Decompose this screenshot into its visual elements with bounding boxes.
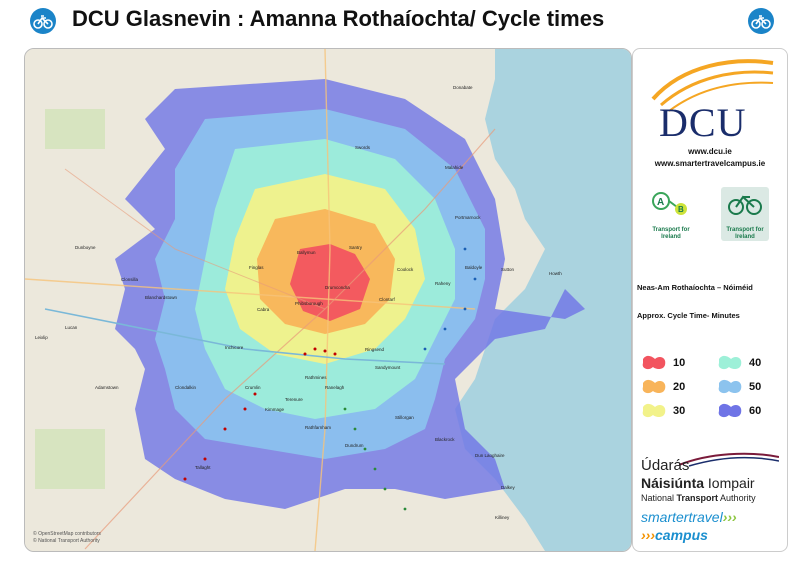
smartertravel-url[interactable]: www.smartertravelcampus.ie xyxy=(654,159,766,168)
map-label: Coolock xyxy=(397,267,414,272)
svg-text:A: A xyxy=(657,197,664,208)
map-label: Stillorgan xyxy=(395,415,414,420)
map-label: Lucan xyxy=(65,325,78,330)
map-label: Dundrum xyxy=(345,443,364,448)
map-label: Clonsilla xyxy=(121,277,139,282)
map-label: Raheny xyxy=(435,281,451,286)
legend-item-60: 60 xyxy=(715,401,775,421)
dcu-brand: DCU xyxy=(659,100,747,145)
cycle-time-map[interactable]: Donabate Swords Portmarnock Malahide Bal… xyxy=(24,48,632,552)
map-label: Sandymount xyxy=(375,365,401,370)
map-canvas: Donabate Swords Portmarnock Malahide Bal… xyxy=(25,49,631,551)
bicycle-icon xyxy=(30,8,56,34)
map-label: Inchicore xyxy=(225,345,244,350)
map-label: Blackrock xyxy=(435,437,455,442)
map-label: Dalkey xyxy=(501,485,516,490)
map-label: Drumcondra xyxy=(325,285,350,290)
map-label: Blanchardstown xyxy=(145,295,178,300)
map-label: Crumlin xyxy=(245,385,261,390)
map-label: Adamstown xyxy=(95,385,119,390)
smartertravel-logo-line2: ›››campus xyxy=(641,527,708,543)
smartertravel-logo-line1: smartertravel››› xyxy=(641,509,737,525)
svg-text:B: B xyxy=(678,205,684,214)
map-label: Ballymun xyxy=(297,250,316,255)
map-label: Howth xyxy=(549,271,562,276)
header: DCU Glasnevin : Amanna Rothaíochta/ Cycl… xyxy=(0,0,800,44)
map-label: Kimmage xyxy=(265,407,285,412)
map-label: Ranelagh xyxy=(325,385,345,390)
legend-item-20: 20 xyxy=(639,377,699,397)
legend-item-50: 50 xyxy=(715,377,775,397)
map-label: Killiney xyxy=(495,515,510,520)
map-label: Terenure xyxy=(285,397,303,402)
legend-panel: DCU www.dcu.ie www.smartertravelcampus.i… xyxy=(632,48,788,552)
map-label: Ringsend xyxy=(365,347,385,352)
map-label: Dun Laoghaire xyxy=(475,453,505,458)
transport-for-ireland-bike-logo: Transport for Ireland xyxy=(721,187,769,241)
dcu-logo xyxy=(651,59,774,112)
map-label: Santry xyxy=(349,245,363,250)
map-label: Phibsborough xyxy=(295,301,323,306)
legend-item-30: 30 xyxy=(639,401,699,421)
map-label: Clondalkin xyxy=(175,385,197,390)
map-label: Baldoyle xyxy=(465,265,483,270)
map-label: Dunboyne xyxy=(75,245,96,250)
legend-item-10: 10 xyxy=(639,353,699,373)
map-label: Cabra xyxy=(257,307,270,312)
legend-item-40: 40 xyxy=(715,353,775,373)
transport-for-ireland-logo: A B Transport for Ireland xyxy=(647,187,695,241)
map-label: Tallaght xyxy=(195,465,211,470)
map-label: Rathfarnham xyxy=(305,425,331,430)
dcu-url[interactable]: www.dcu.ie xyxy=(688,147,732,156)
map-label: Rathmines xyxy=(305,375,327,380)
map-label: Swords xyxy=(355,145,371,150)
nta-logo: Údarás Náisiúnta Iompair National Transp… xyxy=(639,451,783,547)
map-label: Malahide xyxy=(445,165,464,170)
map-attribution: © OpenStreetMap contributors © National … xyxy=(33,531,101,544)
isochrone-10 xyxy=(290,244,370,321)
map-label: Sutton xyxy=(501,267,515,272)
bicycle-icon xyxy=(748,8,774,34)
map-label: Portmarnock xyxy=(455,215,481,220)
legend-title-irish: Neas-Am Rothaíochta – Nóiméid xyxy=(637,283,753,292)
legend-title-english: Approx. Cycle Time- Minutes xyxy=(637,311,740,320)
map-label: Donabate xyxy=(453,85,473,90)
map-label: Clontarf xyxy=(379,297,396,302)
map-label: Finglas xyxy=(249,265,264,270)
page-title: DCU Glasnevin : Amanna Rothaíochta/ Cycl… xyxy=(72,6,605,31)
map-label: Leixlip xyxy=(35,335,48,340)
